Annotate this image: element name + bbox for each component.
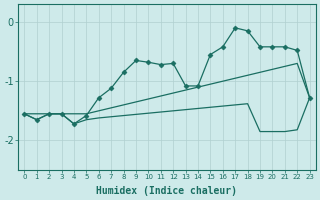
X-axis label: Humidex (Indice chaleur): Humidex (Indice chaleur) bbox=[96, 186, 237, 196]
